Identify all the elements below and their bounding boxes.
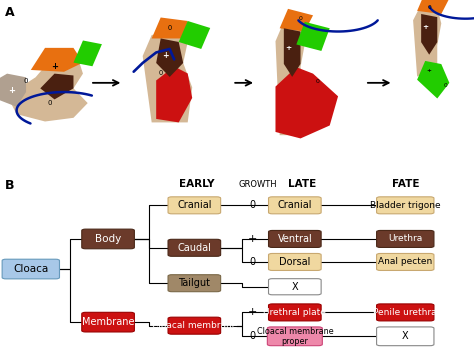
Text: Cranial: Cranial (177, 200, 211, 210)
Text: Body: Body (95, 234, 121, 244)
Polygon shape (421, 14, 437, 55)
Text: 0: 0 (250, 200, 255, 210)
FancyBboxPatch shape (376, 304, 434, 321)
FancyBboxPatch shape (268, 253, 321, 270)
Text: Dorsal: Dorsal (279, 257, 310, 267)
Text: LATE: LATE (288, 179, 317, 189)
Text: Caudal: Caudal (177, 243, 211, 253)
Text: +: + (427, 68, 432, 73)
Text: +: + (51, 62, 58, 71)
Polygon shape (0, 74, 26, 107)
Text: +: + (248, 307, 257, 318)
Polygon shape (417, 0, 449, 14)
Polygon shape (152, 17, 188, 39)
Text: +: + (422, 23, 428, 29)
Polygon shape (413, 5, 441, 76)
Text: 0: 0 (299, 16, 302, 21)
FancyBboxPatch shape (82, 229, 135, 249)
Polygon shape (284, 28, 301, 77)
Text: Cloaca: Cloaca (13, 264, 48, 274)
Polygon shape (156, 67, 192, 122)
Polygon shape (417, 61, 449, 98)
FancyBboxPatch shape (268, 197, 321, 214)
FancyBboxPatch shape (376, 253, 434, 270)
Text: 0: 0 (24, 78, 28, 84)
Text: 0: 0 (168, 25, 172, 31)
Text: Penile urethra: Penile urethra (374, 308, 437, 317)
Text: 0: 0 (250, 257, 255, 267)
Polygon shape (143, 32, 192, 122)
FancyBboxPatch shape (268, 230, 321, 247)
Text: B: B (5, 179, 14, 192)
Text: Urethra: Urethra (388, 234, 422, 244)
FancyBboxPatch shape (2, 259, 60, 279)
FancyBboxPatch shape (376, 197, 434, 214)
Text: +: + (248, 234, 257, 244)
FancyBboxPatch shape (376, 230, 434, 247)
FancyBboxPatch shape (376, 327, 434, 346)
Text: +: + (285, 45, 291, 51)
Text: A: A (5, 6, 14, 18)
Text: 0: 0 (47, 100, 52, 106)
Text: Cloacal membrane
proper: Cloacal membrane proper (256, 327, 333, 346)
FancyBboxPatch shape (267, 327, 322, 346)
Text: Tailgut: Tailgut (178, 278, 210, 288)
Polygon shape (40, 74, 73, 99)
Text: Bladder trigone: Bladder trigone (370, 201, 440, 210)
Text: Membrane: Membrane (82, 317, 134, 327)
FancyBboxPatch shape (168, 275, 220, 292)
Text: 0: 0 (428, 5, 431, 10)
FancyBboxPatch shape (168, 239, 220, 256)
Text: Ventral: Ventral (277, 234, 312, 244)
Text: X: X (402, 331, 409, 341)
Text: Cloacal membrane: Cloacal membrane (152, 321, 237, 330)
Text: 0: 0 (250, 331, 255, 341)
Polygon shape (73, 40, 102, 66)
Polygon shape (280, 9, 313, 32)
Text: +: + (162, 51, 168, 61)
Text: 0: 0 (315, 79, 319, 84)
Polygon shape (275, 22, 305, 135)
Text: +: + (189, 48, 195, 57)
Text: X: X (292, 282, 298, 292)
Text: EARLY: EARLY (179, 179, 214, 189)
FancyBboxPatch shape (168, 317, 220, 334)
Text: 0: 0 (444, 84, 447, 88)
Text: Urethral plate: Urethral plate (264, 308, 326, 317)
Text: 0: 0 (159, 70, 163, 76)
FancyBboxPatch shape (168, 197, 220, 214)
Polygon shape (179, 21, 210, 49)
Text: +: + (9, 86, 15, 95)
Text: FATE: FATE (392, 179, 419, 189)
FancyBboxPatch shape (268, 279, 321, 295)
FancyBboxPatch shape (268, 304, 321, 321)
Polygon shape (7, 55, 88, 121)
Polygon shape (156, 39, 183, 77)
FancyBboxPatch shape (82, 312, 135, 332)
Text: Anal pecten: Anal pecten (378, 257, 432, 267)
Polygon shape (31, 48, 83, 72)
Polygon shape (296, 22, 330, 51)
Polygon shape (275, 67, 338, 138)
Text: Cranial: Cranial (278, 200, 312, 210)
Text: GROWTH: GROWTH (238, 179, 277, 189)
